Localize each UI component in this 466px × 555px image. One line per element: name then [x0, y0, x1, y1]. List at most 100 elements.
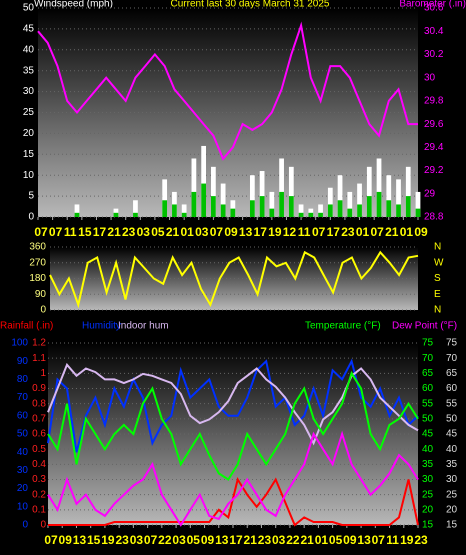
y-tick-label: 30 [446, 474, 458, 485]
x-tick-label: 03 [130, 533, 144, 547]
x-tick-label: 09 [59, 533, 73, 547]
x-tick-label: 13 [357, 533, 371, 547]
y-tick-label: W [434, 257, 444, 268]
bar [327, 187, 333, 217]
x-tick-label: 07 [372, 533, 386, 547]
y-tick-label: 30 [424, 72, 436, 83]
bar [172, 191, 177, 217]
x-tick-label: 07 [144, 533, 158, 547]
y-tick-label: 55 [446, 398, 458, 409]
y-tick-label: 75 [422, 338, 434, 349]
x-tick-label: 17 [93, 225, 107, 239]
bar [347, 208, 353, 217]
x-tick-label: 12 [283, 225, 297, 239]
legend-label: Temperature (°F) [305, 321, 381, 332]
bar [162, 200, 168, 217]
legend-label: Dew Point (°F) [392, 321, 457, 332]
bar [376, 158, 382, 217]
series-line [47, 370, 419, 481]
bar [405, 166, 411, 217]
y-tick-label: 30.4 [424, 26, 444, 37]
y-tick-label: E [434, 289, 441, 300]
x-tick-label: 01 [180, 225, 194, 239]
x-tick-label: 11 [386, 533, 399, 547]
y-tick-label: 0.5 [32, 444, 46, 455]
x-tick-label: 21 [166, 225, 180, 239]
y-tick-label: 60 [422, 383, 434, 394]
y-tick-label: 5 [28, 191, 34, 202]
bar [181, 212, 187, 217]
x-tick-label: 13 [73, 533, 87, 547]
y-tick-label: 45 [446, 429, 458, 440]
y-tick-label: 50 [17, 429, 29, 440]
y-tick-label: 35 [446, 459, 458, 470]
legend-label: Humidity [82, 321, 121, 332]
x-tick-label: 17 [327, 225, 341, 239]
y-tick-label: 10 [17, 501, 29, 512]
bar [211, 166, 216, 217]
y-tick-label: 29.6 [424, 119, 444, 130]
x-tick-label: 23 [258, 533, 272, 547]
y-tick-label: 0.8 [32, 398, 46, 409]
x-tick-label: 22 [158, 533, 172, 547]
chart-title: Current last 30 days March 31 2025 [171, 0, 330, 10]
y-tick-label: 29.8 [424, 96, 444, 107]
x-tick-label: 21 [244, 533, 258, 547]
series-line [47, 362, 419, 446]
bar [327, 204, 333, 217]
series-line [47, 430, 419, 527]
y-tick-label: 90 [17, 356, 29, 367]
bar [376, 191, 382, 217]
x-tick-label: 13 [215, 533, 229, 547]
x-tick-label: 01 [356, 225, 370, 239]
bar [415, 208, 421, 217]
x-tick-label: 22 [286, 533, 300, 547]
bar [318, 212, 323, 217]
x-tick-label: 07 [49, 225, 63, 239]
y-tick-label: 180 [29, 273, 46, 284]
y-tick-label: 28.8 [424, 212, 444, 223]
y-tick-label: 360 [29, 242, 46, 253]
x-tick-label: 09 [343, 533, 357, 547]
bar [318, 204, 323, 217]
x-tick-label: 13 [239, 225, 253, 239]
x-tick-label: 03 [137, 225, 151, 239]
y-tick-label: 40 [23, 44, 35, 55]
bar [113, 212, 119, 217]
y-tick-label: 20 [422, 504, 434, 515]
bar [308, 212, 314, 217]
x-tick-label: 11 [298, 225, 311, 239]
bar [249, 175, 255, 217]
y-tick-label: 0.4 [32, 459, 46, 470]
legend-label: Rainfall (.in) [0, 321, 53, 332]
y-tick-label: 40 [17, 447, 29, 458]
bar [288, 166, 294, 217]
bar [220, 183, 226, 217]
x-tick-label: 15 [87, 533, 101, 547]
bar [220, 204, 226, 217]
y-tick-label: 30.6 [424, 3, 444, 14]
series-line [37, 21, 418, 161]
bar [288, 196, 294, 217]
y-tick-label: 20 [17, 483, 29, 494]
x-tick-label: 01 [315, 533, 329, 547]
x-tick-label: 07 [312, 225, 326, 239]
bar [386, 200, 392, 217]
x-tick-label: 03 [195, 225, 209, 239]
y-tick-label: 70 [17, 392, 29, 403]
y-tick-label: 0.3 [32, 474, 46, 485]
y-tick-label: 20 [23, 128, 35, 139]
y-tick-label: 45 [422, 429, 434, 440]
y-tick-label: 100 [11, 338, 28, 349]
bar [279, 191, 284, 217]
bar [396, 204, 401, 217]
series-line [49, 250, 419, 309]
x-tick-label: 07 [210, 225, 224, 239]
bar [396, 179, 401, 217]
y-tick-label: 0 [22, 520, 28, 531]
y-tick-label: 40 [446, 444, 458, 455]
x-tick-label: 11 [64, 225, 77, 239]
bar [298, 204, 304, 217]
